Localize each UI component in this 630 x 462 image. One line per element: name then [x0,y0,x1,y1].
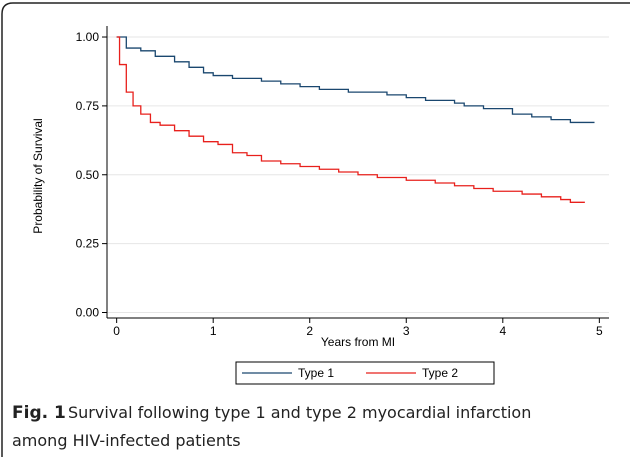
caption: among HIV-infected patients [12,431,241,450]
x-tick-label: 1 [210,324,217,338]
x-tick-label: 5 [596,324,603,338]
x-tick-label: 2 [306,324,313,338]
caption-label: Fig. 1 [12,403,66,423]
legend-label: Type 2 [422,366,458,380]
x-tick-label: 4 [499,324,506,338]
y-tick-label: 0.50 [76,168,100,182]
x-axis-title: Years from MI [321,335,395,349]
y-tick-label: 0.25 [76,237,100,251]
survival-line [116,36,595,124]
y-axis-title: Probability of Survival [31,118,45,233]
y-tick-label: 0.00 [76,305,100,319]
legend-label: Type 1 [298,366,334,380]
y-tick-label: 0.75 [76,99,100,113]
legend-box [235,361,495,385]
x-tick-label: 0 [113,324,120,338]
y-tick-label: 1.00 [76,30,100,44]
caption: Survival following type 1 and type 2 myo… [68,403,531,422]
survival-line [116,36,585,203]
x-tick-label: 3 [403,324,410,338]
